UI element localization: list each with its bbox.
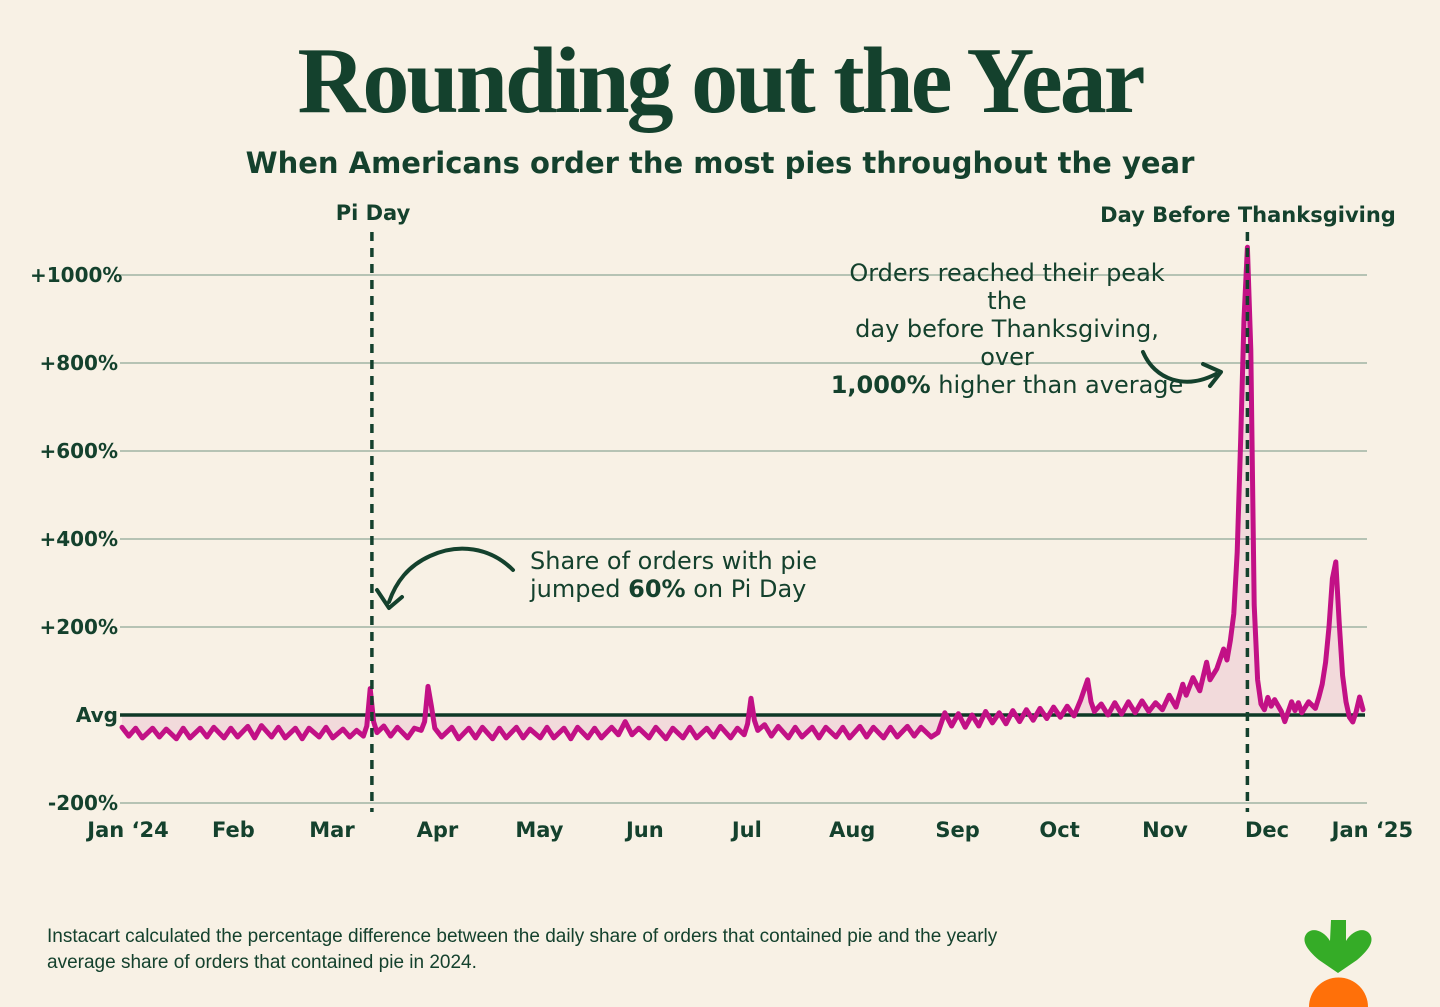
thanksgiving-annotation: Orders reached their peak the day before… (828, 259, 1186, 399)
pi-day-annotation-arrowhead (375, 588, 404, 610)
x-axis-label: Aug (829, 818, 876, 842)
event-label-thanksgiving: Day Before Thanksgiving (1100, 203, 1396, 227)
tg-annotation-value: 1,000% (830, 371, 931, 399)
y-axis-label: -200% (47, 791, 118, 815)
pi-annotation-line2-pre: jumped (530, 575, 629, 603)
pie-share-area (122, 247, 1363, 739)
tg-annotation-line2: day before Thanksgiving, over (855, 315, 1159, 371)
instacart-carrot-logo (1304, 920, 1372, 1007)
y-axis-label: +1000% (30, 263, 123, 287)
x-axis-label: Mar (309, 818, 355, 842)
footnote-line2: average share of orders that contained p… (47, 952, 477, 973)
thanksgiving-annotation-arrowhead (1201, 362, 1223, 388)
pi-annotation-value: 60% (628, 575, 686, 603)
x-axis-label: Apr (416, 818, 459, 842)
x-axis-label: Jul (731, 818, 762, 842)
pi-annotation-line1: Share of orders with pie (530, 547, 817, 575)
x-axis-label: Jan ‘25 (1331, 818, 1414, 842)
x-axis-label: Jun (625, 818, 664, 842)
carrot-body-icon (1309, 977, 1368, 1007)
y-axis-label: +400% (39, 527, 118, 551)
x-axis-label: Jan ‘24 (87, 818, 169, 842)
page-title: Rounding out the Year (297, 29, 1146, 133)
y-axis-label: +600% (39, 439, 118, 463)
x-axis-label: Oct (1039, 818, 1080, 842)
pi-annotation-line2-post: on Pi Day (685, 575, 807, 603)
pie-share-line (119, 244, 1366, 742)
footnote: Instacart calculated the percentage diff… (47, 924, 997, 976)
x-axis-label: Feb (212, 818, 255, 842)
x-axis-label: Nov (1142, 818, 1188, 842)
event-label-pi-day: Pi Day (335, 201, 411, 225)
x-axis-label: Dec (1244, 818, 1290, 842)
tg-annotation-line3-post: higher than average (930, 371, 1184, 399)
footnote-line1: Instacart calculated the percentage diff… (47, 926, 998, 947)
y-axis-label: +200% (39, 615, 118, 639)
thanksgiving-annotation-arrow (1141, 350, 1218, 384)
carrot-leaf-icon (1304, 920, 1372, 973)
tg-annotation-line1: Orders reached their peak the (849, 259, 1165, 315)
y-axis-label: +800% (39, 351, 118, 375)
x-axis-label: Sep (935, 818, 980, 842)
page-subtitle: When Americans order the most pies throu… (245, 146, 1195, 180)
pi-day-annotation: Share of orders with pie jumped 60% on P… (530, 547, 830, 603)
pi-day-annotation-arrow (387, 546, 515, 604)
x-axis-label: May (515, 818, 564, 842)
y-axis-label: Avg (75, 703, 118, 727)
